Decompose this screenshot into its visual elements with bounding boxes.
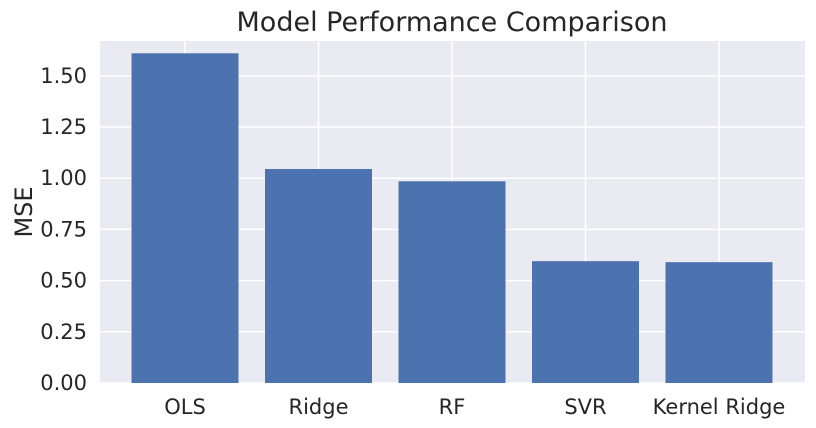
y-tick-label: 1.00 xyxy=(40,166,87,190)
bar-rf xyxy=(398,181,506,383)
bars xyxy=(131,53,773,384)
y-axis-label: MSE xyxy=(10,186,38,237)
y-tick-label: 0.75 xyxy=(40,217,87,241)
y-tick-label: 0.25 xyxy=(40,320,87,344)
x-tick-label: OLS xyxy=(164,395,206,419)
x-tick-label: Ridge xyxy=(288,395,348,419)
bar-svr xyxy=(532,261,639,383)
x-tick-label: RF xyxy=(439,395,466,419)
y-tick-label: 1.50 xyxy=(40,64,87,88)
bar-ols xyxy=(131,53,239,384)
bar-kernel-ridge xyxy=(665,262,773,383)
bar-ridge xyxy=(265,168,372,383)
x-tick-label: SVR xyxy=(564,395,606,419)
x-tick-label: Kernel Ridge xyxy=(653,395,786,419)
y-tick-label: 0.50 xyxy=(40,269,87,293)
x-tick-labels: OLS Ridge RF SVR Kernel Ridge xyxy=(164,395,785,419)
chart-title: Model Performance Comparison xyxy=(237,7,668,38)
y-tick-labels: 0.00 0.25 0.50 0.75 1.00 1.25 1.50 xyxy=(40,64,87,395)
y-tick-label: 0.00 xyxy=(40,371,87,395)
y-tick-label: 1.25 xyxy=(40,115,87,139)
